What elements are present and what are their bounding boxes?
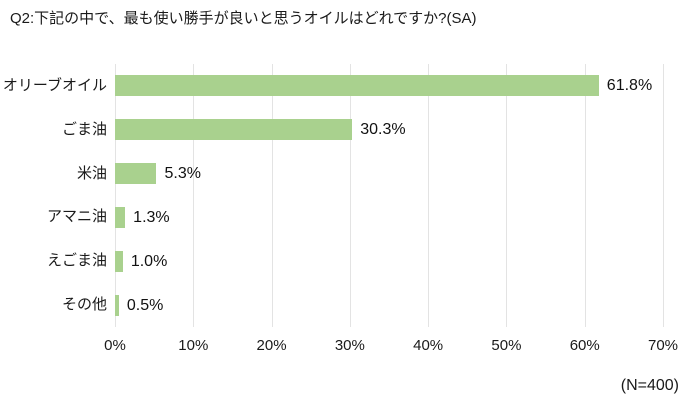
x-tick-label: 10% — [178, 337, 209, 354]
horizontal-bar-chart: オリーブオイル 61.8% ごま油 30.3% 米油 5.3% アマニ油 1.3% えごま油 1.… — [0, 64, 700, 364]
x-tick-label: 30% — [334, 337, 365, 354]
x-tick-label: 60% — [569, 337, 600, 354]
x-tick-label: 50% — [491, 337, 522, 354]
category-label: オリーブオイル — [2, 76, 107, 94]
gridline — [584, 64, 586, 327]
bar — [115, 163, 157, 185]
x-tick-label: 40% — [413, 337, 444, 354]
value-label: 5.3% — [164, 165, 201, 183]
bar — [115, 250, 123, 272]
category-label: アマニ油 — [46, 208, 107, 226]
chart-title: Q2:下記の中で、最も使い勝手が良いと思うオイルはどれですか?(SA) — [10, 10, 477, 27]
value-label: 61.8% — [606, 77, 653, 95]
bar — [115, 206, 126, 228]
value-label: 30.3% — [360, 121, 406, 139]
category-label: ごま油 — [61, 120, 107, 138]
gridline — [271, 64, 273, 327]
gridline — [349, 64, 351, 327]
category-label: えごま油 — [46, 252, 107, 270]
category-label: 米油 — [76, 164, 107, 182]
x-tick-label: 0% — [104, 337, 126, 354]
value-label: 1.3% — [133, 208, 170, 226]
value-label: 1.0% — [130, 252, 168, 270]
bar — [115, 75, 599, 97]
gridline — [428, 64, 430, 327]
gridline — [193, 64, 195, 327]
x-tick-label: 70% — [647, 337, 679, 354]
category-label: その他 — [61, 296, 107, 314]
sample-size-note: (N=400) — [620, 377, 679, 394]
x-tick-label: 20% — [256, 337, 287, 354]
gridline — [663, 64, 664, 327]
bar — [115, 119, 353, 141]
gridline — [115, 64, 116, 327]
bar — [115, 294, 119, 316]
value-label: 0.5% — [126, 296, 164, 314]
gridline — [506, 64, 508, 327]
